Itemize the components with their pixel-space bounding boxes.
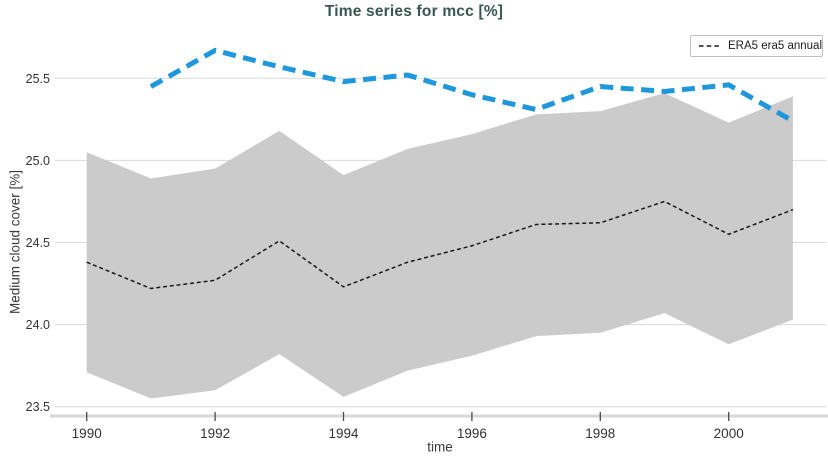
y-tick-label: 25.0 bbox=[26, 154, 50, 168]
x-axis-line bbox=[50, 414, 828, 418]
uncertainty-band bbox=[86, 93, 793, 399]
y-axis-label: Medium cloud cover [%] bbox=[7, 169, 23, 315]
legend: ERA5 era5 annual bbox=[690, 35, 823, 57]
x-tick-label: 1998 bbox=[585, 426, 615, 441]
x-tick-label: 1992 bbox=[200, 426, 230, 441]
y-tick-label: 24.5 bbox=[26, 236, 50, 250]
x-tick-label: 1996 bbox=[457, 426, 487, 441]
y-tick-label: 24.0 bbox=[26, 318, 50, 332]
legend-dashed-line-icon bbox=[699, 45, 721, 47]
legend-label: ERA5 era5 annual bbox=[728, 40, 822, 52]
chart-title: Time series for mcc [%] bbox=[324, 3, 504, 20]
y-tick-label: 25.5 bbox=[26, 72, 50, 86]
x-tick-label: 2000 bbox=[714, 426, 744, 441]
y-tick-label: 23.5 bbox=[26, 400, 50, 414]
series-line-era5-annual bbox=[86, 200, 794, 290]
x-tick-label: 1994 bbox=[328, 426, 359, 441]
series-line-blue-dashed bbox=[149, 47, 795, 124]
x-tick-label: 1990 bbox=[72, 426, 102, 441]
x-axis-label: time bbox=[427, 439, 453, 455]
